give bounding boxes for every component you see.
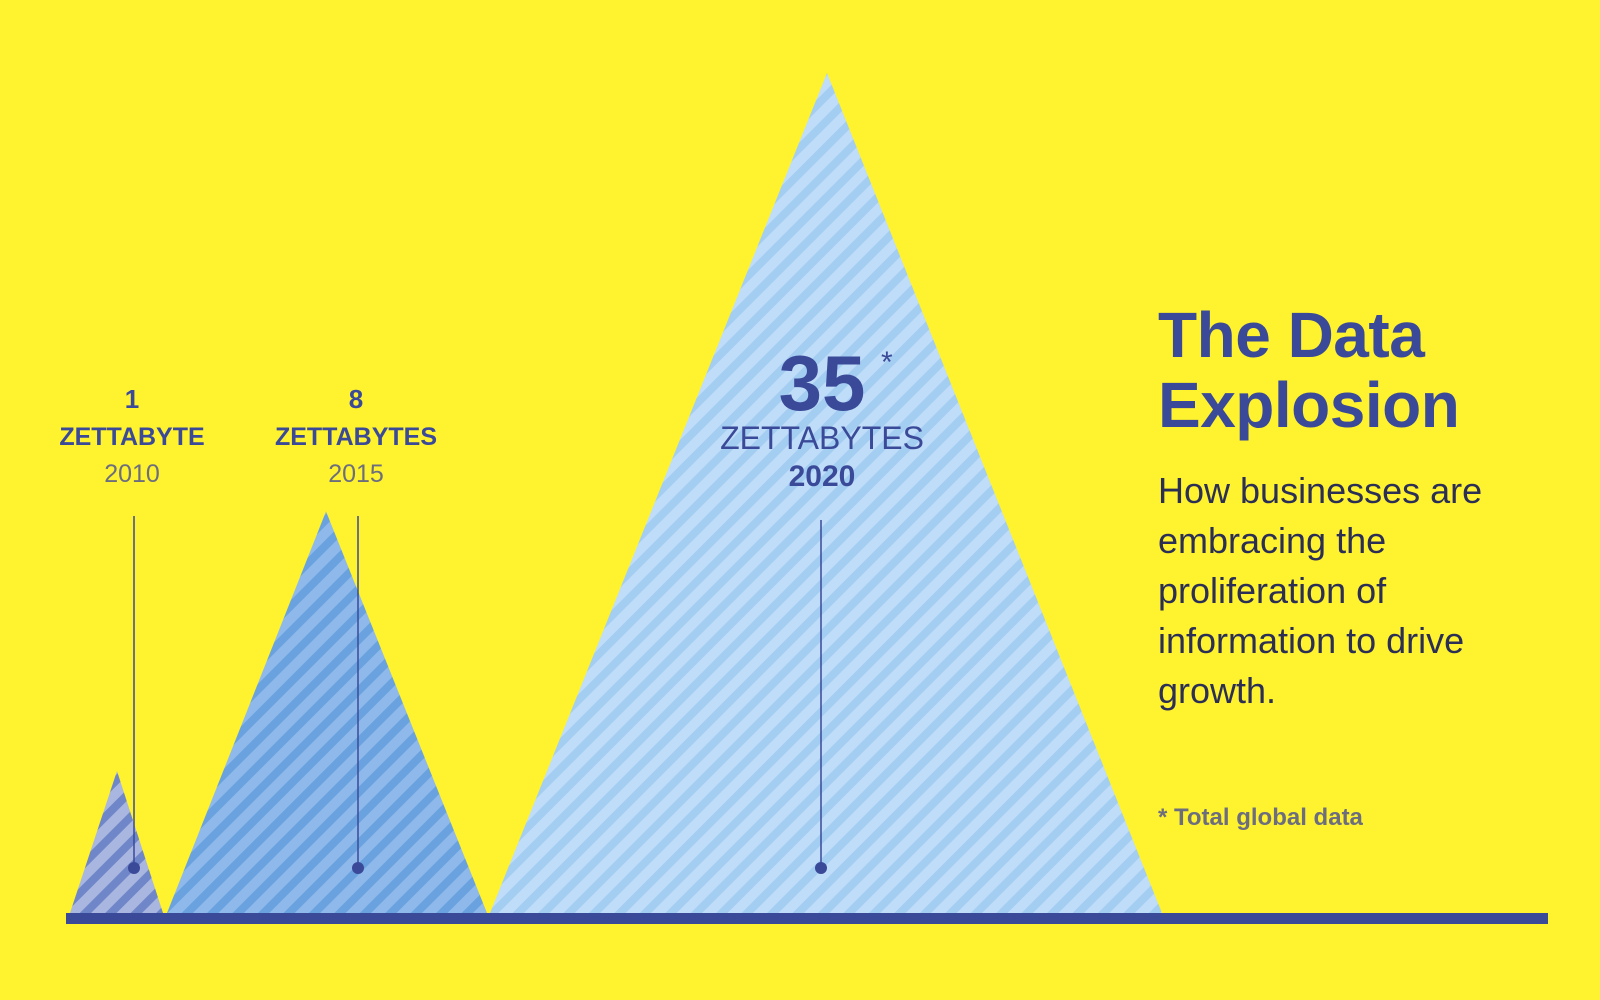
year-label-2010: 2010 — [104, 460, 160, 488]
asterisk-marker: * — [881, 346, 893, 379]
unit-label-2020: ZETTABYTES — [720, 420, 924, 456]
unit-label-2010: ZETTABYTE — [59, 423, 204, 451]
value-label-2015: 8 — [349, 384, 363, 414]
peak-2020 — [490, 73, 1162, 913]
baseline — [66, 913, 1548, 924]
unit-label-2015: ZETTABYTES — [275, 423, 437, 451]
year-label-2020: 2020 — [789, 460, 856, 493]
footnote: * Total global data — [1158, 804, 1363, 831]
callout-dot-2010 — [128, 862, 140, 874]
callout-dot-2020 — [815, 862, 827, 874]
peak-2010 — [70, 771, 163, 913]
value-label-2010: 1 — [125, 384, 139, 414]
value-label-2020: 35 — [779, 339, 866, 427]
title-line-2: Explosion — [1158, 369, 1460, 441]
subtitle: How businesses are embracing the prolife… — [1158, 470, 1483, 711]
callout-dot-2015 — [352, 862, 364, 874]
title-line-1: The Data — [1158, 299, 1425, 371]
title-block: The Data Explosion How businesses are em… — [1158, 300, 1578, 716]
peak-2015 — [167, 511, 487, 913]
year-label-2015: 2015 — [328, 460, 384, 488]
